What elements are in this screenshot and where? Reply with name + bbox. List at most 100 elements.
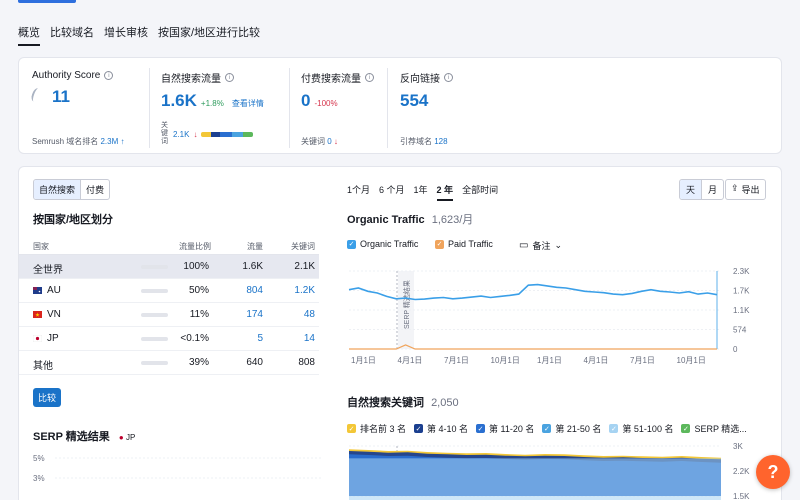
country-name: VN xyxy=(47,309,61,320)
info-icon[interactable]: i xyxy=(104,71,114,80)
legend-keyword-position[interactable]: ✓ 第 21-50 名 xyxy=(542,424,602,434)
export-button[interactable]: ⇪ 导出 xyxy=(725,179,766,200)
period-1-month[interactable]: 1个月 xyxy=(347,185,371,195)
japan-flag-icon xyxy=(33,335,42,342)
organic-keywords-total: 2,050 xyxy=(431,397,459,409)
keywords-value[interactable]: 14 xyxy=(303,333,315,344)
tab-compare-domains[interactable]: 比较域名 xyxy=(50,27,94,39)
toggle-organic[interactable]: 自然搜索 xyxy=(34,180,82,199)
x-tick-label: 7月1日 xyxy=(630,356,655,365)
organic-traffic-delta: +1.8% xyxy=(200,99,224,108)
traffic-value: 1.6K xyxy=(242,261,263,272)
domain-rank-value[interactable]: 2.3M xyxy=(100,137,119,146)
australia-flag-icon xyxy=(33,287,42,294)
y-tick-label: 1.1K xyxy=(733,306,750,315)
divider xyxy=(387,68,388,148)
period-all-time[interactable]: 全部时间 xyxy=(462,185,499,195)
serp-country[interactable]: ● JP xyxy=(118,433,136,442)
keywords-value[interactable]: 48 xyxy=(303,309,315,320)
tab-overview[interactable]: 概览 xyxy=(18,24,40,46)
y-tick-label: 2.2K xyxy=(733,467,750,476)
legend-keyword-position[interactable]: ✓ 排名前 3 名 xyxy=(347,424,407,434)
share-bar xyxy=(141,265,168,269)
organic-traffic-total: 1,623/月 xyxy=(431,214,474,226)
backlinks-value[interactable]: 554 xyxy=(400,91,429,110)
organic-keywords-title: 自然搜索关键词 2,050 xyxy=(347,397,459,409)
serp-features-chart: 5% 3% xyxy=(33,454,323,483)
authority-score-value[interactable]: 11 xyxy=(52,87,70,106)
table-row[interactable]: 全世界 100% 1.6K 2.1K xyxy=(19,255,319,279)
traffic-value[interactable]: 174 xyxy=(246,309,263,320)
paid-traffic-value[interactable]: 0 xyxy=(301,91,311,110)
x-tick-label: 10月1日 xyxy=(677,356,706,365)
checkbox-checked-icon: ✓ xyxy=(476,424,486,433)
table-row[interactable]: 其他 39% 640 808 xyxy=(19,351,319,375)
traffic-value: 640 xyxy=(246,357,263,368)
referring-domains-label: 引荐域名 xyxy=(400,137,432,146)
organic-traffic-chart: 2.3K 1.7K 1.1K 574 0 SERP 精选结果 1月1日 4月1日 7月1日 10月… xyxy=(348,267,750,365)
x-tick-label: 10月1日 xyxy=(491,356,520,365)
granularity-day[interactable]: 天 xyxy=(680,180,703,199)
toggle-paid[interactable]: 付费 xyxy=(86,185,105,195)
traffic-value[interactable]: 5 xyxy=(257,333,263,344)
tab-compare-by-country[interactable]: 按国家/地区进行比较 xyxy=(158,27,261,39)
authority-score-metric: Authority Score i 11 Semrush 域名排名 2.3M ↑ xyxy=(29,70,152,150)
compare-button[interactable]: 比较 xyxy=(33,388,62,407)
view-details-link[interactable]: 查看详情 xyxy=(231,99,264,108)
organic-traffic-value[interactable]: 1.6K xyxy=(161,91,197,110)
share-value: 100% xyxy=(183,261,209,272)
checkbox-checked-icon: ✓ xyxy=(347,239,356,249)
period-2-years[interactable]: 2 年 xyxy=(436,183,454,201)
legend-organic-traffic[interactable]: ✓ Organic Traffic xyxy=(347,239,419,249)
table-row[interactable]: JP <0.1% 5 14 xyxy=(19,327,319,351)
legend-keyword-position[interactable]: ✓ 第 51-100 名 xyxy=(609,424,674,434)
notes-dropdown[interactable]: ▭ 备注 ⌄ xyxy=(519,240,563,251)
main-card: 自然搜索 付费 按国家/地区划分 国家 流量比例 流量 关键词 全世界 100%… xyxy=(18,166,782,500)
table-row[interactable]: AU 50% 804 1.2K xyxy=(19,279,319,303)
y-tick-label: 574 xyxy=(733,326,747,335)
keywords-value: 808 xyxy=(298,357,315,368)
info-icon[interactable]: i xyxy=(365,73,374,82)
country-name: AU xyxy=(47,285,61,296)
japan-dot-icon: ● xyxy=(118,433,124,442)
comment-icon: ▭ xyxy=(519,240,529,251)
tab-growth-audit[interactable]: 增长审核 xyxy=(104,27,148,39)
organic-traffic-label: 自然搜索流量 xyxy=(161,74,221,85)
organic-traffic-title: Organic Traffic 1,623/月 xyxy=(347,214,474,226)
granularity-toggle: 天 月 xyxy=(679,179,725,200)
legend-paid-traffic[interactable]: ✓ Paid Traffic xyxy=(435,239,493,249)
share-value: <0.1% xyxy=(180,333,209,344)
period-selector: 1个月 6 个月 1年 2 年 全部时间 xyxy=(347,183,498,201)
paid-traffic-label: 付费搜索流量 xyxy=(301,74,361,85)
divider xyxy=(289,68,290,148)
x-tick-label: 1月1日 xyxy=(537,356,562,365)
table-row[interactable]: VN 11% 174 48 xyxy=(19,303,319,327)
question-icon: ? xyxy=(767,461,779,482)
country-table-header: 国家 流量比例 流量 关键词 xyxy=(19,237,319,255)
paid-traffic-metric: 付费搜索流量 i 0 -100% 关键词 0 ↓ xyxy=(301,70,396,150)
info-icon[interactable]: i xyxy=(444,73,453,82)
organic-keywords-value[interactable]: 2.1K xyxy=(173,129,190,139)
info-icon[interactable]: i xyxy=(225,73,234,82)
paid-keywords-value[interactable]: 0 xyxy=(327,137,332,146)
share-bar xyxy=(141,361,168,365)
arrow-up-icon: ↑ xyxy=(120,137,125,146)
active-accent-line xyxy=(18,0,76,3)
series-line-paid xyxy=(349,344,717,350)
serp-features-title: SERP 精选结果 ● JP xyxy=(33,428,135,444)
legend-keyword-position[interactable]: ✓ 第 4-10 名 xyxy=(414,424,469,434)
keywords-value[interactable]: 1.2K xyxy=(294,285,315,296)
traffic-value[interactable]: 804 xyxy=(246,285,263,296)
checkbox-checked-icon: ✓ xyxy=(414,424,424,433)
vietnam-flag-icon xyxy=(33,311,42,318)
annotation-band xyxy=(398,271,414,349)
legend-keyword-position[interactable]: ✓ SERP 精选... xyxy=(681,424,747,434)
help-button[interactable]: ? xyxy=(756,455,790,489)
legend-keyword-position[interactable]: ✓ 第 11-20 名 xyxy=(476,424,535,434)
referring-domains-value[interactable]: 128 xyxy=(434,137,448,146)
period-6-months[interactable]: 6 个月 xyxy=(379,185,405,195)
period-1-year[interactable]: 1年 xyxy=(413,185,428,195)
granularity-month[interactable]: 月 xyxy=(708,185,718,195)
checkbox-checked-icon: ✓ xyxy=(347,424,356,433)
upload-icon: ⇪ xyxy=(731,183,739,193)
